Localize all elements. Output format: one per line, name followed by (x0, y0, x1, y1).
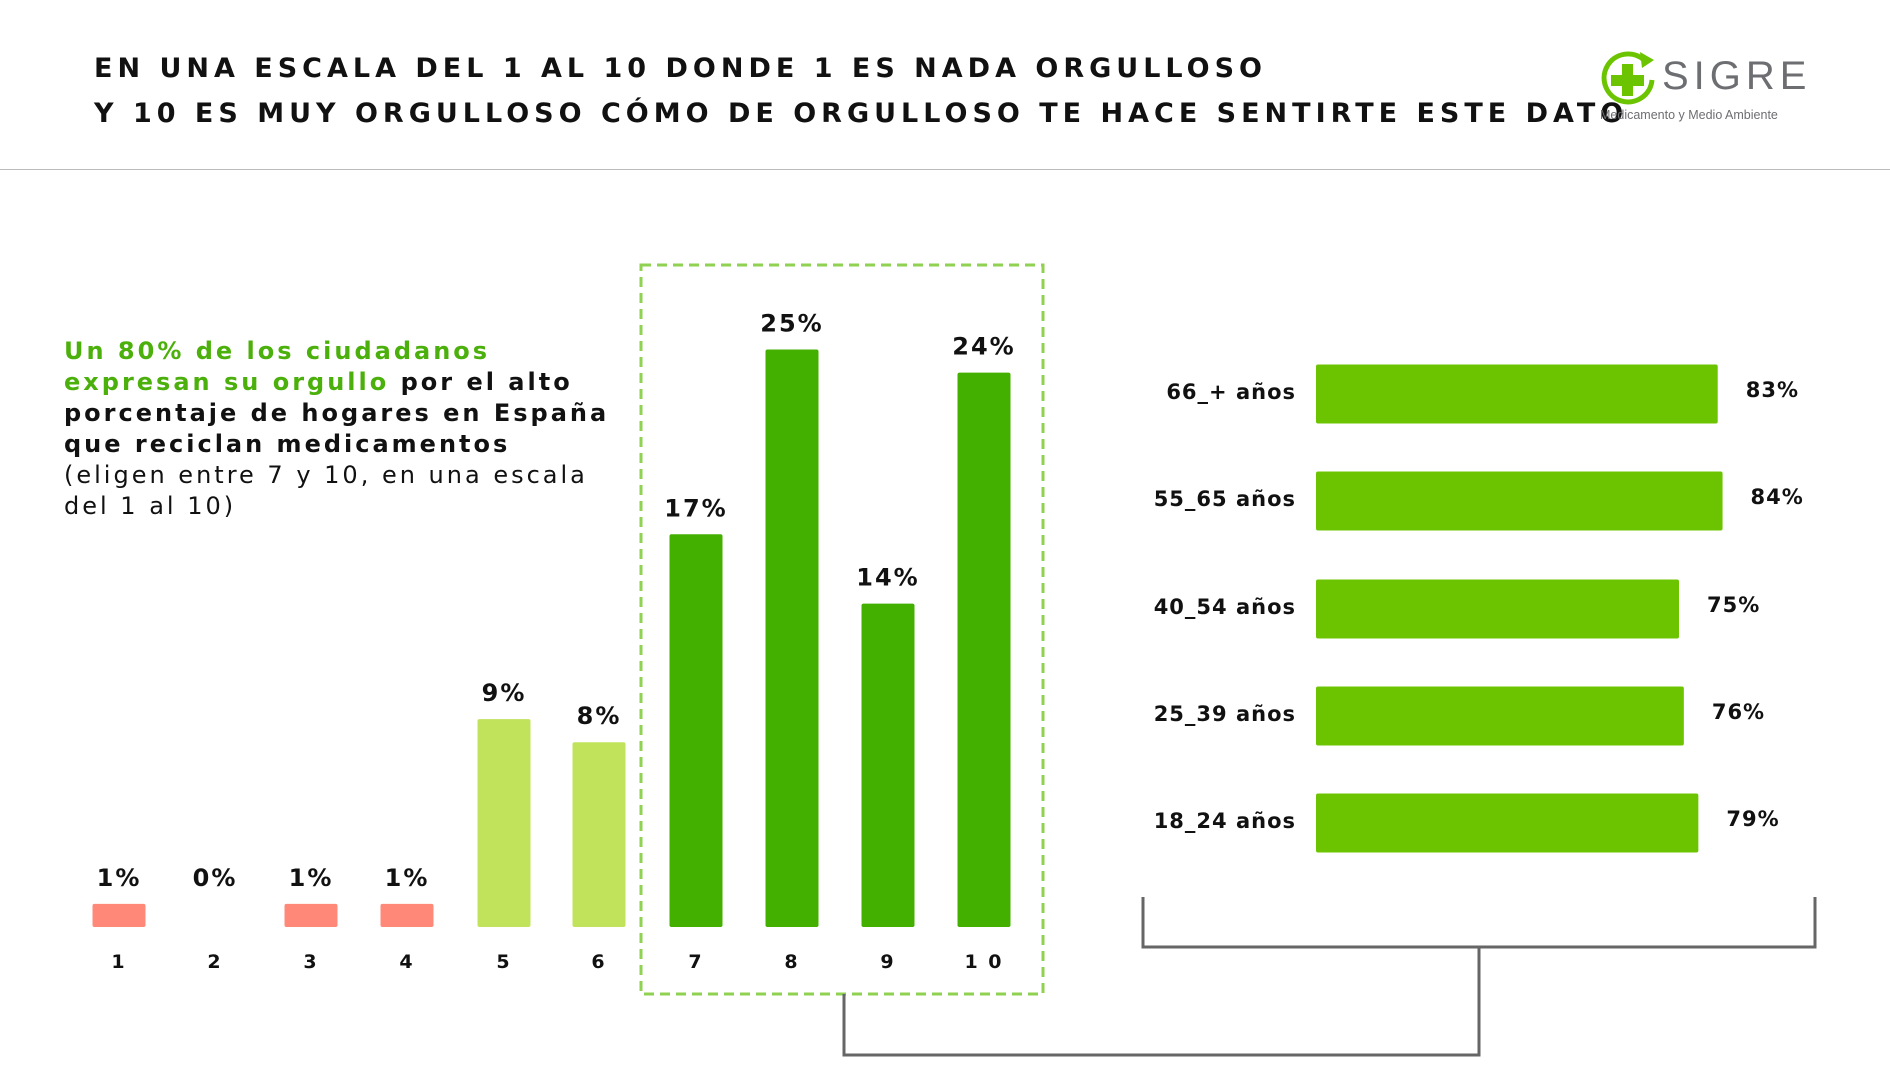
bar-7 (669, 534, 723, 927)
category-label: 6 (591, 951, 606, 973)
title-line-1: EN UNA ESCALA DEL 1 AL 10 DONDE 1 ES NAD… (94, 53, 1267, 84)
bar-5 (477, 719, 531, 927)
bar-value-label: 25% (760, 310, 823, 338)
page-title: EN UNA ESCALA DEL 1 AL 10 DONDE 1 ES NAD… (94, 46, 1628, 136)
age-value-label: 84% (1750, 485, 1804, 509)
age-value-label: 75% (1707, 593, 1761, 617)
category-label: 3 (303, 951, 318, 973)
header-divider (0, 169, 1890, 170)
bar-3 (284, 903, 338, 927)
age-value-label: 76% (1711, 700, 1766, 724)
category-label: 9 (880, 951, 895, 973)
bar-value-label: 9% (482, 679, 527, 707)
callout-bold: por el alto porcentaje de hogares en Esp… (64, 368, 610, 458)
bar-value-label: 8% (577, 702, 622, 730)
bar-value-label: 1% (289, 864, 334, 892)
bar-8 (765, 349, 819, 927)
callout-text: Un 80% de los ciudadanos expresan su org… (64, 336, 624, 522)
title-line-2: Y 10 ES MUY ORGULLOSO CÓMO DE ORGULLOSO … (94, 98, 1629, 129)
age-bracket (1141, 897, 1817, 949)
age-value-label: 83% (1745, 378, 1799, 402)
bar-value-label: 24% (952, 333, 1015, 361)
age-group-label: 25_39 años (1153, 702, 1296, 726)
bar-4 (380, 903, 434, 927)
sigre-logo: SIGRE Medicamento y Medio Ambiente (1600, 50, 1820, 125)
bar-value-label: 1% (97, 864, 142, 892)
age-bar (1316, 471, 1723, 531)
bar-value-label: 17% (664, 494, 727, 522)
bar-10 (957, 372, 1011, 928)
category-label: 4 (399, 951, 414, 973)
logo-tagline: Medicamento y Medio Ambiente (1600, 108, 1778, 122)
category-label: 1 0 (964, 951, 1003, 973)
logo-wordmark: SIGRE (1662, 54, 1812, 98)
category-label: 2 (207, 951, 222, 973)
age-group-label: 66_+ años (1166, 380, 1296, 404)
bar-value-label: 1% (385, 864, 430, 892)
age-bar (1316, 364, 1718, 424)
age-group-label: 40_54 años (1153, 595, 1296, 619)
bar-1 (92, 903, 146, 927)
age-group-label: 55_65 años (1153, 487, 1296, 511)
category-label: 1 (111, 951, 126, 973)
category-label: 5 (496, 951, 511, 973)
category-label: 7 (688, 951, 703, 973)
bar-value-label: 0% (193, 864, 238, 892)
age-bar (1316, 579, 1679, 639)
bar-6 (572, 742, 626, 927)
age-value-label: 79% (1726, 807, 1780, 831)
connector-line (842, 947, 1481, 1057)
callout-green: Un 80% de los ciudadanos expresan su org… (64, 337, 491, 396)
callout-normal: (eligen entre 7 y 10, en una escala del … (64, 461, 588, 520)
highlight-box (639, 263, 1045, 996)
category-label: 8 (784, 951, 799, 973)
age-group-label: 18_24 años (1153, 809, 1296, 833)
age-bar (1316, 686, 1684, 746)
bar-9 (861, 603, 915, 927)
recycle-cross-icon (1601, 51, 1655, 105)
age-bar (1316, 793, 1699, 853)
bar-value-label: 14% (856, 564, 919, 592)
